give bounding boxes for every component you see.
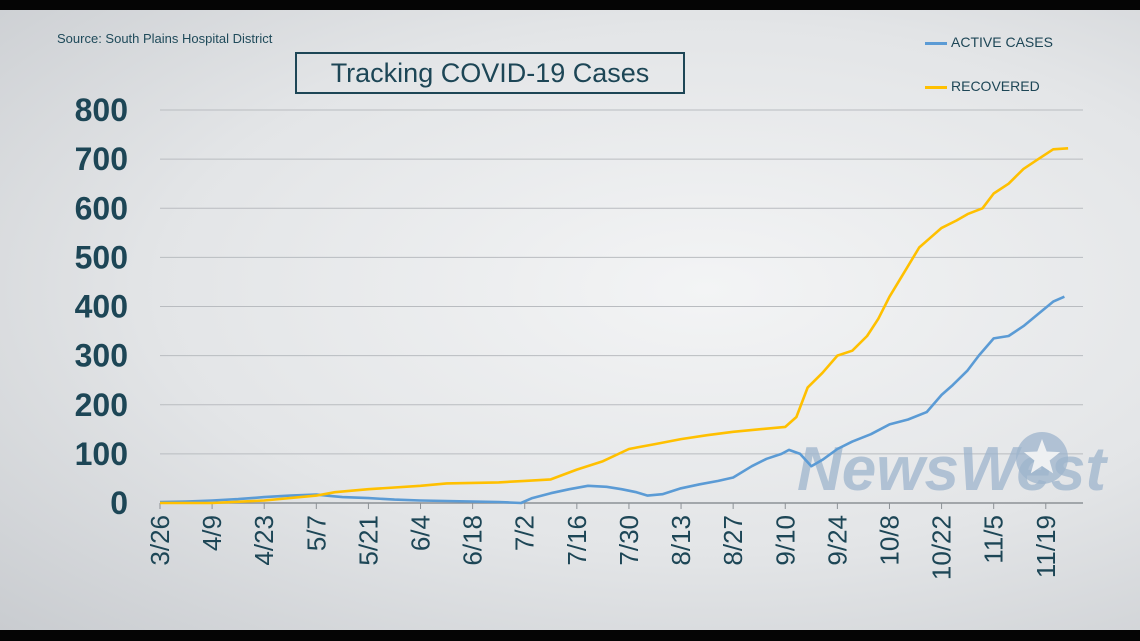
y-tick-label: 400 (75, 289, 128, 325)
series-line-active-cases (159, 295, 1065, 505)
x-tick-label: 7/30 (614, 515, 644, 566)
letterbox-top (0, 0, 1140, 10)
title-box: Tracking COVID-19 Cases (295, 52, 685, 94)
y-tick-label: 200 (75, 387, 128, 423)
y-tick-label: 600 (75, 190, 128, 226)
letterbox-bottom (0, 630, 1140, 641)
x-tick-label: 7/2 (510, 515, 540, 551)
legend-swatch-active (925, 42, 947, 45)
gridlines (160, 109, 1083, 455)
newswest-watermark: NewsWest (797, 432, 1108, 504)
legend-label-recovered: RECOVERED (951, 78, 1040, 94)
legend: ACTIVE CASES RECOVERED (925, 34, 1053, 122)
x-tick-label: 5/7 (301, 515, 331, 551)
y-tick-label: 300 (75, 338, 128, 374)
legend-label-active: ACTIVE CASES (951, 34, 1053, 50)
star-logo-icon (1016, 432, 1068, 484)
x-tick-label: 6/4 (406, 515, 436, 551)
y-tick-label: 700 (75, 141, 128, 177)
x-tick-label: 7/16 (562, 515, 592, 566)
x-tick-label: 9/10 (770, 515, 800, 566)
x-tick-label: 6/18 (458, 515, 488, 566)
x-tick-label: 10/8 (874, 515, 904, 566)
chart-panel (0, 10, 1140, 630)
x-tick-label: 3/26 (145, 515, 175, 566)
series-lines (159, 147, 1069, 505)
x-axis-ticks: 3/26 4/9 4/23 5/7 5/21 6/4 6/18 7/2 7/16 7/30 8/13… (145, 503, 1061, 580)
x-tick-label: 11/5 (979, 515, 1009, 564)
series-line-recovered (160, 147, 1069, 505)
x-tick-label: 11/19 (1031, 515, 1061, 578)
x-tick-label: 4/23 (249, 515, 279, 566)
x-tick-label: 5/21 (353, 515, 383, 566)
chart-title: Tracking COVID-19 Cases (330, 57, 650, 88)
source-note: Source: South Plains Hospital District (57, 31, 273, 46)
y-tick-label: 100 (75, 436, 128, 472)
y-tick-label: 0 (110, 485, 128, 521)
x-tick-label: 4/9 (197, 515, 227, 551)
y-tick-label: 500 (75, 239, 128, 275)
y-tick-label: 800 (75, 92, 128, 128)
legend-item-active: ACTIVE CASES (925, 34, 1053, 78)
legend-item-recovered: RECOVERED (925, 78, 1053, 122)
star-shape (1023, 439, 1061, 474)
x-tick-label: 8/13 (666, 515, 696, 566)
y-axis-ticks: 0 100 200 300 400 500 600 700 800 (75, 92, 128, 521)
legend-swatch-recovered (925, 86, 947, 89)
x-tick-label: 8/27 (718, 515, 748, 566)
x-tick-label: 10/22 (927, 515, 957, 580)
x-tick-label: 9/24 (822, 515, 852, 566)
